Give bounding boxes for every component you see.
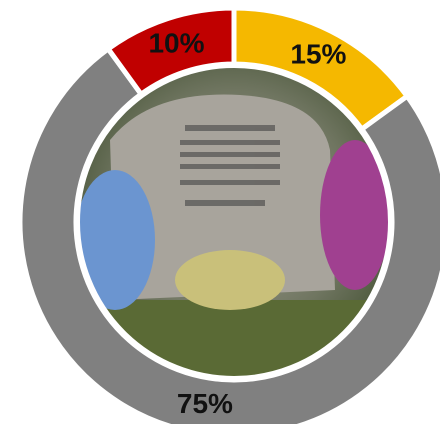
value-label: 10% [148,27,204,58]
value-label: 15% [290,39,346,70]
value-label: 75% [177,388,233,419]
photo-border [76,64,392,380]
